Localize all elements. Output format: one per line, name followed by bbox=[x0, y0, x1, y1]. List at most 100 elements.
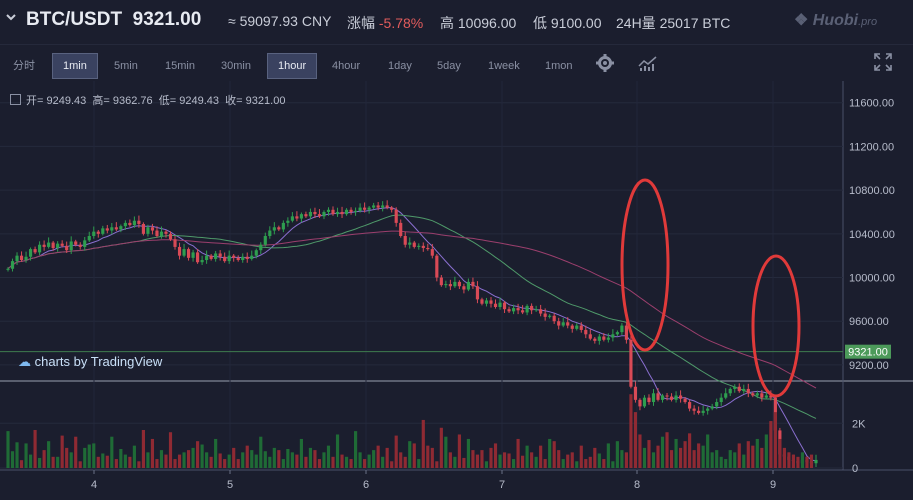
volume-bar bbox=[141, 430, 145, 468]
gear-icon[interactable] bbox=[596, 54, 614, 72]
volume-bar bbox=[10, 451, 15, 468]
volume-bar bbox=[399, 452, 403, 468]
interval-4hour[interactable]: 4hour bbox=[332, 60, 361, 72]
volume-bar bbox=[110, 436, 114, 468]
candle-body bbox=[760, 393, 764, 398]
candle-body bbox=[651, 393, 656, 403]
candle-body bbox=[480, 299, 484, 304]
volume-bar bbox=[769, 421, 773, 468]
volume-bar bbox=[344, 456, 349, 468]
candle-body bbox=[557, 321, 561, 326]
candle-body bbox=[245, 256, 249, 259]
candle-body bbox=[426, 248, 430, 250]
volume-bar bbox=[498, 454, 502, 468]
interval-5min[interactable]: 5min bbox=[114, 60, 138, 72]
pair-title: BTC/USDT 9321.00 bbox=[26, 9, 202, 30]
candle-body bbox=[159, 231, 164, 236]
candle-body bbox=[146, 227, 150, 234]
candle-body bbox=[376, 205, 380, 208]
tradingview-watermark: ☁ charts by TradingView bbox=[18, 354, 163, 369]
volume-bar bbox=[660, 436, 665, 468]
candle-body bbox=[647, 397, 651, 403]
candle-body bbox=[710, 406, 714, 409]
candle-body bbox=[439, 277, 443, 286]
volume-bar bbox=[403, 456, 407, 468]
volume-bar bbox=[457, 434, 461, 468]
volume-bar bbox=[227, 454, 231, 468]
price-tick-label: 10000.00 bbox=[849, 273, 895, 285]
volume-bar bbox=[349, 459, 353, 468]
interval-1day[interactable]: 1day bbox=[388, 60, 412, 72]
volume-bar bbox=[746, 441, 750, 468]
candle-body bbox=[570, 325, 574, 329]
candle-body bbox=[697, 410, 701, 413]
volume-bar bbox=[809, 454, 814, 468]
interval-5day[interactable]: 5day bbox=[437, 60, 461, 72]
candle-body bbox=[615, 332, 619, 335]
volume-bar bbox=[114, 459, 118, 468]
current-price-label: 9321.00 bbox=[848, 347, 888, 359]
volume-bar bbox=[539, 445, 543, 468]
time-tick-label: 8 bbox=[634, 479, 640, 491]
candle-body bbox=[543, 313, 547, 317]
volume-bar bbox=[417, 459, 421, 468]
candle-body bbox=[218, 253, 222, 257]
candle-body bbox=[101, 228, 105, 234]
volume-bar bbox=[557, 450, 561, 468]
volume-bar bbox=[177, 454, 182, 468]
candle-body bbox=[186, 249, 191, 258]
candle-body bbox=[421, 245, 425, 249]
interval-1min[interactable]: 1min bbox=[52, 53, 98, 79]
interval-30min[interactable]: 30min bbox=[221, 60, 251, 72]
volume-bar bbox=[579, 445, 583, 468]
candle-body bbox=[575, 325, 579, 329]
volume-bar bbox=[548, 438, 552, 468]
volume-bar bbox=[647, 440, 651, 468]
candle-body bbox=[390, 207, 394, 210]
candle-body bbox=[462, 286, 466, 290]
fullscreen-icon[interactable] bbox=[874, 53, 892, 71]
interval-1hour[interactable]: 1hour bbox=[267, 53, 318, 79]
candle-body bbox=[340, 211, 344, 215]
huobi-logo: ❖ Huobi.pro bbox=[794, 12, 878, 29]
candle-body bbox=[304, 214, 308, 217]
candle-body bbox=[606, 337, 610, 340]
volume-bar bbox=[105, 455, 109, 468]
legend-toggle-icon[interactable] bbox=[10, 94, 21, 105]
candle-body bbox=[96, 231, 100, 234]
volume-bar bbox=[439, 427, 443, 468]
volume-bar bbox=[669, 450, 674, 468]
ohlc-legend: 开= 9249.43 高= 9362.76 低= 9249.43 收= 9321… bbox=[10, 92, 285, 108]
volume-bar bbox=[394, 435, 398, 468]
volume-bar bbox=[593, 447, 597, 468]
candle-body bbox=[227, 255, 231, 262]
candle-body bbox=[755, 393, 759, 396]
candle-body bbox=[367, 207, 371, 210]
candle-body bbox=[584, 329, 588, 335]
current-price: 9321.00 bbox=[132, 9, 202, 30]
candle-body bbox=[435, 255, 439, 278]
candle-body bbox=[715, 402, 719, 407]
candle-body bbox=[629, 339, 633, 387]
interval-timeline[interactable]: 分时 bbox=[13, 60, 35, 72]
volume-bar bbox=[155, 459, 159, 468]
candle-body bbox=[507, 309, 511, 312]
volume-bar bbox=[200, 444, 204, 468]
interval-15min[interactable]: 15min bbox=[165, 60, 195, 72]
interval-1mon[interactable]: 1mon bbox=[545, 60, 573, 72]
candle-body bbox=[363, 207, 367, 210]
candle-body bbox=[728, 388, 732, 394]
indicator-icon[interactable] bbox=[638, 55, 658, 71]
volume-bar bbox=[688, 433, 692, 468]
candle-body bbox=[182, 249, 186, 256]
chevron-down-icon[interactable] bbox=[6, 12, 16, 22]
candle-body bbox=[751, 393, 755, 396]
volume-bar bbox=[132, 445, 136, 468]
candle-body bbox=[764, 395, 768, 398]
interval-1week[interactable]: 1week bbox=[488, 60, 520, 72]
candle-body bbox=[430, 249, 434, 256]
volume-bar bbox=[209, 456, 213, 468]
volume-bar bbox=[706, 434, 710, 468]
candle-body bbox=[60, 243, 64, 246]
price-tick-label: 10800.00 bbox=[849, 185, 895, 197]
